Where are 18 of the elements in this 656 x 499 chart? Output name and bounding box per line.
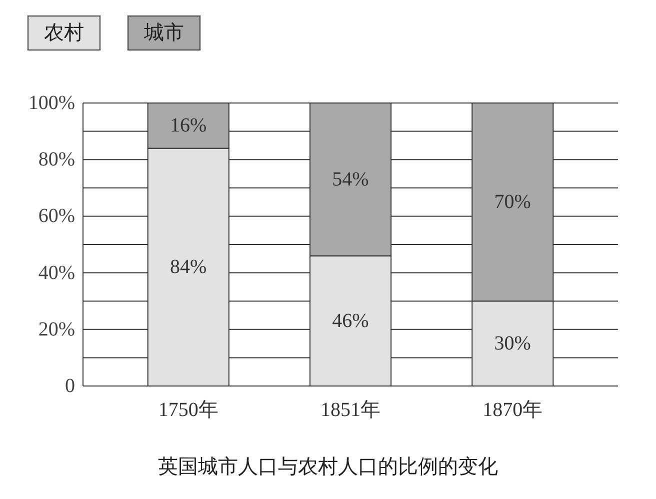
data-label: 16% [170, 114, 207, 137]
data-label: 54% [332, 168, 369, 190]
data-label: 30% [494, 332, 531, 355]
data-label: 84% [170, 256, 207, 278]
data-label: 46% [332, 310, 369, 332]
y-tick-label: 40% [38, 262, 75, 284]
x-tick-label: 1870年 [482, 399, 543, 421]
y-tick-label: 100% [28, 92, 75, 114]
y-tick-label: 60% [38, 205, 75, 228]
y-tick-label: 80% [38, 148, 75, 171]
data-label: 70% [494, 191, 531, 214]
y-tick-label: 20% [38, 318, 75, 340]
text: 农村 [44, 22, 84, 44]
y-tick-label: 0 [65, 375, 75, 397]
x-tick-label: 1750年 [158, 399, 218, 421]
text: 英国城市人口与农村人口的比例的变化 [158, 456, 498, 478]
text: 城市 [143, 22, 184, 44]
x-tick-label: 1851年 [320, 399, 380, 421]
